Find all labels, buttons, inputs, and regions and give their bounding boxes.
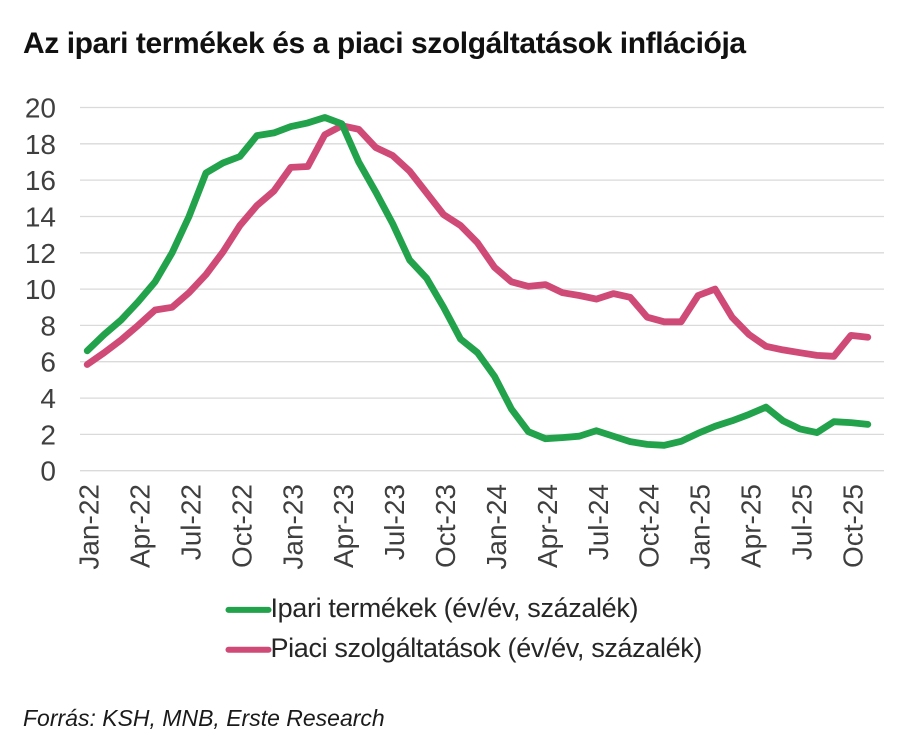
svg-text:Oct-24: Oct-24	[634, 484, 665, 568]
svg-text:16: 16	[25, 165, 56, 196]
svg-text:Oct-22: Oct-22	[226, 484, 257, 568]
svg-text:0: 0	[40, 456, 56, 487]
svg-text:Jan-22: Jan-22	[74, 484, 105, 570]
svg-text:14: 14	[25, 202, 56, 233]
svg-text:Jul-25: Jul-25	[786, 484, 817, 560]
svg-text:Apr-24: Apr-24	[532, 484, 563, 568]
svg-text:10: 10	[25, 274, 56, 305]
svg-text:Jul-23: Jul-23	[379, 484, 410, 560]
svg-text:2: 2	[40, 419, 56, 450]
svg-text:Apr-22: Apr-22	[125, 484, 156, 568]
svg-text:4: 4	[40, 383, 56, 414]
svg-text:18: 18	[25, 129, 56, 160]
svg-text:6: 6	[40, 347, 56, 378]
svg-text:Oct-23: Oct-23	[430, 484, 461, 568]
svg-text:Apr-25: Apr-25	[736, 484, 767, 568]
svg-text:Jul-22: Jul-22	[176, 484, 207, 560]
svg-text:Jul-24: Jul-24	[583, 484, 614, 560]
svg-text:Jan-23: Jan-23	[277, 484, 308, 570]
svg-text:20: 20	[25, 93, 56, 124]
svg-text:8: 8	[40, 310, 56, 341]
svg-text:Apr-23: Apr-23	[328, 484, 359, 568]
svg-text:Oct-25: Oct-25	[837, 484, 868, 568]
svg-text:Jan-24: Jan-24	[481, 484, 512, 570]
svg-text:12: 12	[25, 238, 56, 269]
svg-text:Jan-25: Jan-25	[685, 484, 716, 570]
